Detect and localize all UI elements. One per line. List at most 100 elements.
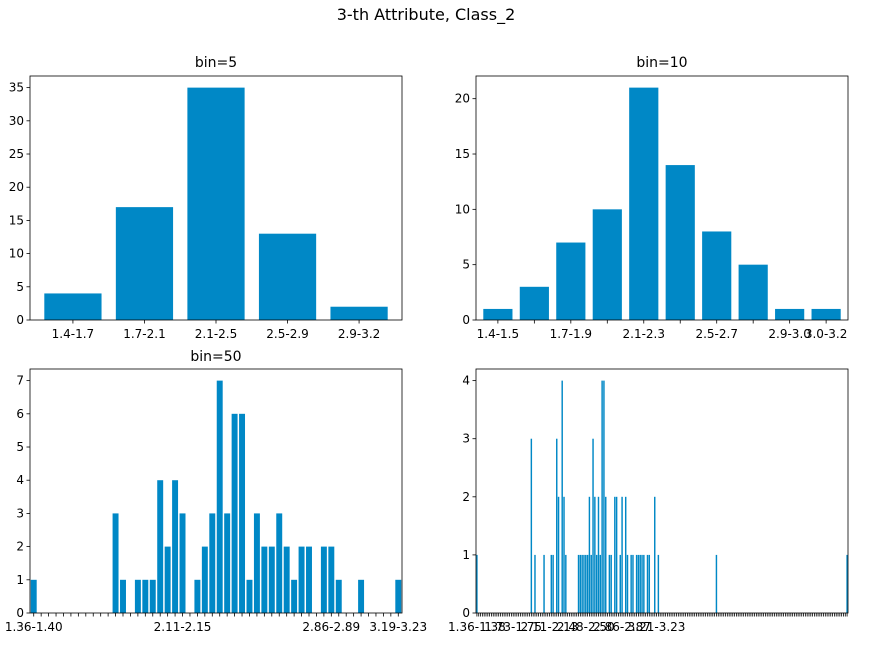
bar — [395, 579, 402, 613]
bar — [588, 496, 591, 613]
y-tick-label: 5 — [16, 280, 24, 294]
bar — [534, 554, 536, 613]
y-tick-label: 4 — [462, 374, 470, 388]
bar — [637, 554, 640, 613]
y-tick-label: 4 — [16, 473, 24, 487]
bar — [483, 308, 513, 320]
axes-frame — [475, 75, 849, 321]
y-tick-label: 2 — [16, 540, 24, 554]
chart-title: bin=10 — [636, 55, 687, 71]
y-tick-label: 0 — [16, 606, 24, 620]
bar — [112, 513, 119, 613]
bar — [592, 438, 594, 613]
y-tick-label: 3 — [16, 506, 24, 520]
bar — [624, 496, 627, 613]
bar — [590, 554, 592, 613]
bar — [291, 579, 298, 613]
bar — [543, 554, 545, 613]
bar — [641, 554, 643, 613]
x-tick-label: 2.5-2.7 — [695, 327, 738, 341]
bar — [615, 496, 618, 613]
bar — [715, 554, 718, 613]
x-tick-label: 2.9-3.2 — [338, 327, 381, 341]
chart-bin-5: 0 5 10 15 20 25 30 35 1.4-1.7 1.7-2.1 2.1-2.5 2.5-2… — [9, 55, 403, 341]
y-tick-label: 5 — [16, 440, 24, 454]
x-tick-label: 1.7-1.9 — [550, 327, 593, 341]
bar — [599, 554, 602, 613]
bar — [187, 87, 245, 320]
bar — [846, 554, 848, 613]
x-tick-label: 1.4-1.5 — [477, 327, 520, 341]
x-tick-label: 2.86-2.89 — [302, 620, 360, 634]
y-tick-label: 3 — [462, 432, 470, 446]
bar — [246, 579, 253, 613]
bar — [268, 546, 275, 613]
bar — [306, 546, 312, 613]
x-tick-label: 2.9-3.0 — [768, 327, 811, 341]
bar — [44, 293, 102, 320]
bar — [594, 496, 596, 613]
bar — [577, 554, 580, 613]
bar — [632, 554, 634, 613]
bar — [595, 554, 598, 613]
bar — [172, 480, 179, 613]
bar — [657, 554, 660, 613]
bar — [614, 496, 616, 613]
bar — [330, 306, 388, 320]
bar — [702, 231, 732, 320]
bar — [157, 480, 164, 613]
bar — [179, 513, 186, 613]
bar — [586, 554, 589, 613]
y-tick-label: 25 — [9, 147, 24, 161]
bar — [258, 233, 317, 320]
bar — [134, 579, 141, 613]
bar — [556, 438, 558, 613]
bar — [216, 380, 223, 613]
bar — [328, 546, 335, 613]
bar — [592, 209, 622, 320]
y-tick-label: 1 — [16, 573, 24, 587]
x-tick-label: 1.4-1.7 — [52, 327, 95, 341]
bar — [298, 546, 305, 613]
y-tick-label: 0 — [462, 606, 470, 620]
bar — [654, 496, 656, 613]
x-tick-label: 1.36-1.38 — [448, 620, 506, 634]
x-tick-label: 1.7-2.1 — [123, 327, 166, 341]
y-tick-label: 0 — [16, 313, 24, 327]
bar — [639, 554, 641, 613]
chart-title: bin=50 — [190, 349, 241, 365]
y-tick-label: 2 — [462, 490, 470, 504]
y-tick-label: 10 — [455, 202, 470, 216]
bar — [30, 579, 37, 613]
y-tick-label: 5 — [462, 258, 470, 272]
y-tick-label: 6 — [16, 407, 24, 421]
bar — [556, 242, 586, 320]
x-tick-label: 2.1-2.5 — [195, 327, 238, 341]
x-tick-label: 2.48-2.50 — [557, 620, 615, 634]
bar — [224, 513, 231, 613]
bar — [565, 554, 567, 613]
bar — [358, 579, 365, 613]
chart-bin-100: 0 1 2 3 4 1.36-1.381.73-1.752.11-2.132.48-2.5… — [448, 368, 849, 634]
x-tick-label: 1.36-1.40 — [5, 620, 63, 634]
bar — [643, 554, 645, 613]
bar — [261, 546, 268, 613]
x-tick-label: 2.5-2.9 — [266, 327, 309, 341]
x-tick-label: 1.73-1.75 — [484, 620, 542, 634]
bar — [530, 438, 533, 613]
bar — [561, 380, 563, 613]
bar — [552, 554, 554, 613]
x-tick-label: 2.11-2.15 — [154, 620, 212, 634]
y-tick-label: 0 — [462, 313, 470, 327]
bar — [120, 579, 126, 613]
bar — [239, 413, 246, 613]
bar — [775, 308, 805, 320]
bar — [115, 207, 174, 320]
x-tick-label: 2.1-2.3 — [623, 327, 666, 341]
bar — [209, 513, 216, 613]
x-tick-label: 2.86-2.87 — [593, 620, 651, 634]
bar — [626, 554, 629, 613]
x-tick-label: 3.21-3.23 — [628, 620, 686, 634]
bar — [164, 546, 171, 613]
